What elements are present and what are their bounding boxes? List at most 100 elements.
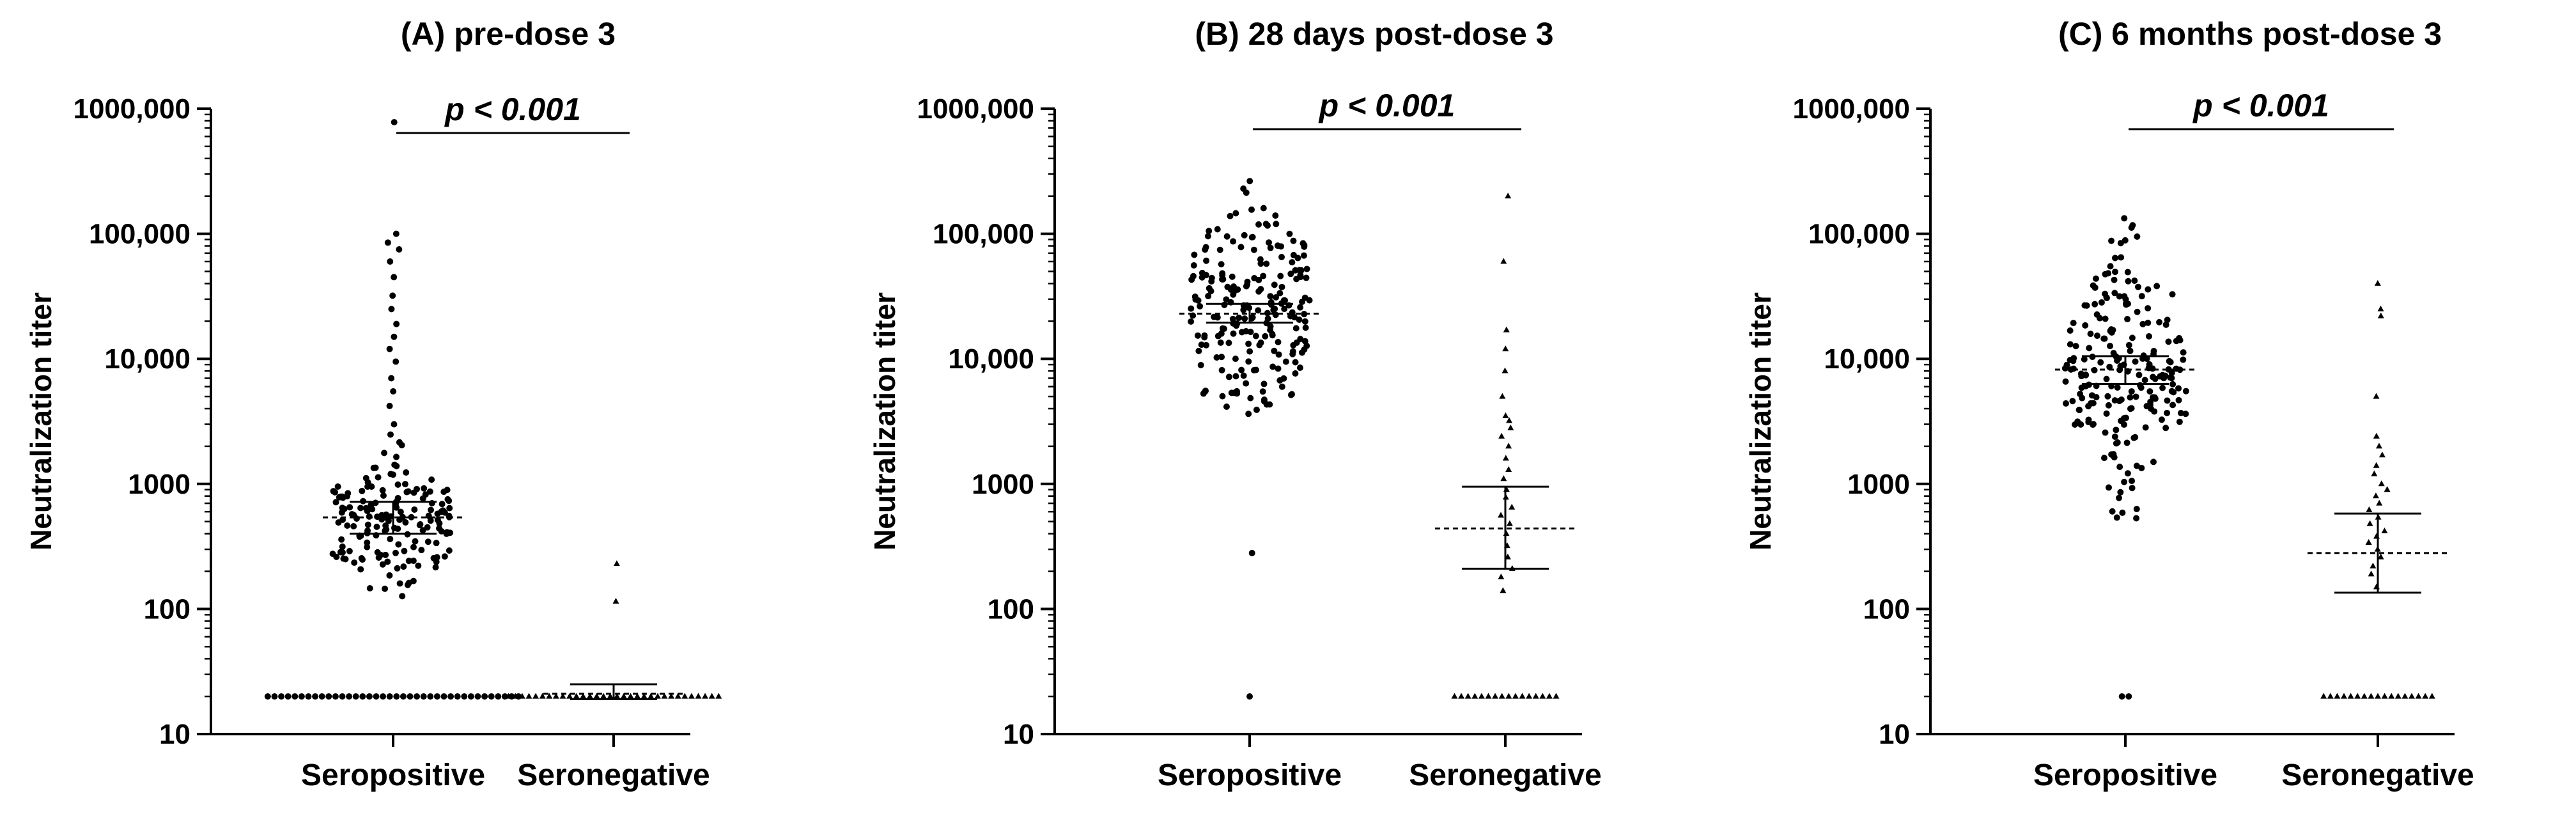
- data-point: [399, 593, 406, 600]
- data-point: [2082, 322, 2089, 329]
- data-point: [1218, 261, 1225, 268]
- data-point: [408, 513, 415, 520]
- data-point: [2145, 319, 2152, 326]
- data-point: [1498, 512, 1505, 518]
- data-point: [393, 453, 400, 460]
- data-point: [345, 490, 352, 497]
- data-point: [640, 693, 648, 699]
- data-point: [427, 517, 434, 524]
- data-point: [357, 505, 364, 512]
- data-point: [2085, 416, 2092, 423]
- data-point: [481, 693, 488, 700]
- data-point: [2415, 693, 2422, 699]
- data-point: [461, 693, 468, 700]
- data-point: [1502, 412, 1509, 418]
- data-point: [373, 523, 380, 530]
- data-point: [1206, 228, 1213, 235]
- data-point: [2062, 400, 2069, 407]
- data-point: [2125, 693, 2132, 700]
- data-point: [1500, 258, 1507, 264]
- data-point: [387, 258, 394, 265]
- data-point: [620, 693, 627, 699]
- data-point: [2119, 509, 2126, 516]
- data-point: [2127, 347, 2134, 354]
- data-point: [339, 693, 346, 700]
- y-tick-label: 1000: [1847, 469, 1910, 500]
- data-point: [1498, 693, 1505, 699]
- data-point: [2069, 398, 2076, 405]
- chart-panel-C: (C) 6 months post-dose 3 Neutralization t…: [1744, 16, 2474, 792]
- data-point: [2368, 693, 2375, 699]
- data-point: [2110, 451, 2117, 458]
- data-point: [364, 521, 371, 528]
- data-point: [552, 693, 559, 699]
- chart-title: (B) 28 days post-dose 3: [1195, 16, 1553, 52]
- data-point: [2361, 693, 2368, 699]
- data-point: [1553, 693, 1560, 699]
- data-point: [2168, 387, 2175, 395]
- data-point: [379, 487, 386, 494]
- data-point: [1464, 693, 1471, 699]
- data-point: [586, 693, 593, 699]
- data-point: [525, 693, 532, 699]
- data-point: [1300, 240, 1307, 247]
- data-point: [593, 693, 600, 699]
- data-point: [2377, 305, 2384, 311]
- data-point: [1272, 212, 1279, 219]
- data-point: [1275, 338, 1282, 345]
- data-point: [2182, 387, 2189, 395]
- data-point: [2158, 416, 2165, 423]
- data-point: [396, 439, 403, 446]
- data-point: [1236, 314, 1243, 321]
- data-point: [1471, 693, 1478, 699]
- data-point: [1261, 396, 1268, 403]
- data-point: [1297, 336, 1304, 343]
- data-point: [391, 461, 398, 468]
- data-point: [264, 693, 271, 700]
- data-point: [654, 693, 661, 699]
- data-point: [2334, 693, 2341, 699]
- data-point: [2101, 335, 2108, 342]
- data-point: [2320, 693, 2327, 699]
- data-point: [1190, 272, 1197, 279]
- data-point: [410, 544, 417, 551]
- data-point: [1203, 257, 1210, 264]
- data-point: [2164, 397, 2171, 404]
- data-point: [1229, 273, 1236, 280]
- data-point: [1246, 178, 1253, 185]
- data-point: [1282, 297, 1289, 304]
- data-point: [2153, 283, 2161, 290]
- data-point: [2121, 215, 2128, 222]
- data-point: [2132, 434, 2139, 441]
- data-point: [2108, 237, 2115, 244]
- data-point: [1301, 311, 1308, 318]
- data-point: [2111, 397, 2118, 404]
- data-point: [1264, 309, 1271, 317]
- data-point: [1243, 380, 1250, 387]
- data-point: [391, 524, 398, 531]
- data-point: [1247, 395, 1254, 402]
- data-point: [1532, 693, 1539, 699]
- data-point: [381, 450, 388, 457]
- data-point: [391, 421, 398, 428]
- data-point: [1255, 221, 1262, 228]
- data-point: [1223, 233, 1230, 240]
- data-point: [1266, 401, 1273, 408]
- data-point: [2110, 350, 2117, 357]
- data-point: [2116, 464, 2123, 471]
- data-point: [1301, 294, 1308, 301]
- data-point: [2164, 317, 2171, 324]
- data-point: [2377, 553, 2384, 560]
- data-point: [1276, 290, 1284, 297]
- data-point: [2123, 439, 2130, 446]
- data-point: [1281, 306, 1288, 313]
- data-point: [1260, 205, 1267, 212]
- data-point: [2428, 693, 2435, 699]
- data-point: [1287, 270, 1294, 278]
- data-point: [1257, 256, 1264, 263]
- data-point: [1249, 233, 1256, 240]
- data-point: [407, 693, 414, 700]
- data-point: [1501, 367, 1509, 373]
- data-point: [2373, 393, 2380, 399]
- data-point: [2118, 254, 2125, 261]
